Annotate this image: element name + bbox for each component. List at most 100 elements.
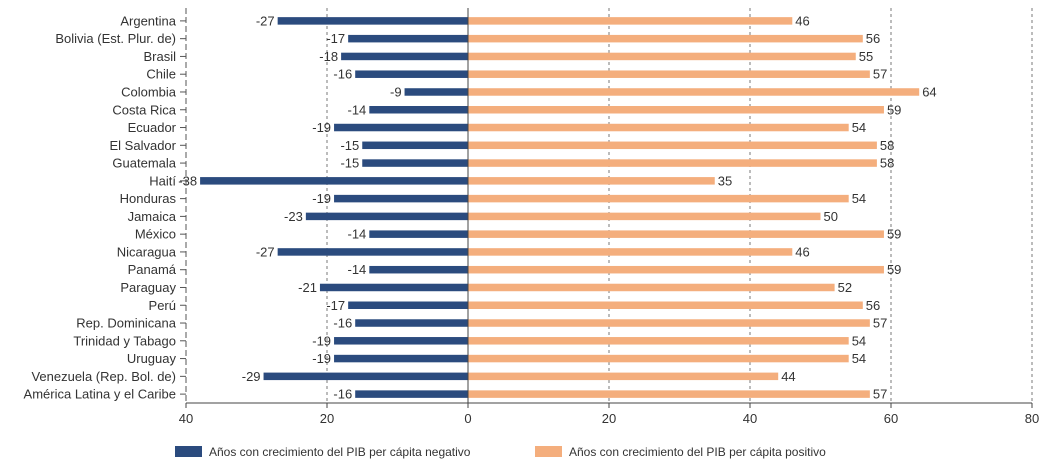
category-label-2: Brasil: [143, 49, 176, 64]
bar-positive-13: [468, 248, 793, 256]
bar-negative-5: [369, 106, 468, 114]
bar-positive-16: [468, 301, 863, 309]
x-tick-label-6: 80: [1025, 411, 1039, 426]
category-label-21: América Latina y el Caribe: [24, 387, 176, 402]
value-label-positive-0: 46: [795, 13, 809, 28]
bar-negative-10: [334, 194, 468, 203]
bar-negative-13: [277, 248, 468, 256]
x-tick-label-0: 40: [179, 411, 193, 426]
value-label-positive-12: 59: [887, 227, 901, 242]
bar-positive-0: [468, 17, 793, 25]
bar-positive-7: [468, 141, 877, 150]
value-label-negative-7: -15: [340, 138, 359, 153]
bar-positive-17: [468, 319, 870, 327]
bar-negative-2: [341, 52, 468, 61]
value-label-positive-1: 56: [866, 31, 880, 46]
x-axis: 40 20 0 20 40 60 80: [179, 402, 1039, 426]
value-label-negative-17: -16: [333, 316, 352, 331]
value-label-positive-15: 52: [838, 280, 852, 295]
x-tick-label-3: 20: [602, 411, 616, 426]
bar-positive-1: [468, 34, 863, 43]
category-label-17: Rep. Dominicana: [76, 316, 176, 331]
legend-label-1: Años con crecimiento del PIB per cápita …: [569, 445, 826, 459]
value-label-positive-5: 59: [887, 102, 901, 117]
value-label-positive-13: 46: [795, 244, 809, 259]
category-label-19: Uruguay: [127, 351, 177, 366]
bar-positive-14: [468, 265, 884, 274]
value-label-negative-20: -29: [242, 369, 261, 384]
value-label-negative-15: -21: [298, 280, 317, 295]
bar-negative-12: [369, 230, 468, 238]
category-label-20: Venezuela (Rep. Bol. de): [31, 369, 176, 384]
bar-positive-9: [468, 177, 715, 185]
value-label-negative-14: -14: [348, 262, 367, 277]
value-label-positive-17: 57: [873, 316, 887, 331]
category-label-1: Bolivia (Est. Plur. de): [55, 31, 176, 46]
bar-positive-4: [468, 88, 920, 96]
value-label-negative-4: -9: [390, 84, 402, 99]
category-label-4: Colombia: [121, 84, 177, 99]
value-labels: -27 46 -17 56 -18 55 -16 57 -9 64 -14 59 -19 54 -15 58 -…: [178, 13, 936, 401]
bars: [200, 17, 920, 398]
category-label-12: México: [135, 227, 176, 242]
bar-negative-3: [355, 70, 468, 78]
bar-positive-5: [468, 106, 884, 114]
legend: Años con crecimiento del PIB per cápita …: [175, 445, 826, 459]
value-label-positive-7: 58: [880, 138, 894, 153]
bar-negative-9: [200, 177, 468, 185]
bar-negative-0: [277, 17, 468, 25]
value-label-negative-21: -16: [333, 387, 352, 402]
bar-positive-15: [468, 283, 835, 292]
legend-swatch-1: [535, 446, 562, 457]
bar-positive-21: [468, 390, 870, 398]
value-label-positive-11: 50: [824, 209, 838, 224]
value-label-positive-2: 55: [859, 49, 873, 64]
bar-positive-2: [468, 52, 856, 61]
value-label-negative-19: -19: [312, 351, 331, 366]
bar-negative-21: [355, 390, 468, 398]
bar-negative-18: [334, 337, 468, 345]
value-label-negative-3: -16: [333, 67, 352, 82]
bar-negative-4: [404, 88, 468, 96]
bar-negative-14: [369, 265, 468, 274]
bar-negative-8: [362, 159, 468, 167]
category-label-16: Perú: [149, 298, 176, 313]
bar-negative-20: [263, 372, 468, 381]
category-label-7: El Salvador: [110, 138, 177, 153]
value-label-positive-8: 58: [880, 156, 894, 171]
value-label-positive-16: 56: [866, 298, 880, 313]
value-label-positive-18: 54: [852, 333, 866, 348]
value-label-negative-18: -19: [312, 333, 331, 348]
value-label-negative-10: -19: [312, 191, 331, 206]
category-label-5: Costa Rica: [112, 102, 176, 117]
value-label-positive-6: 54: [852, 120, 866, 135]
bar-negative-16: [348, 301, 468, 309]
category-label-11: Jamaica: [128, 209, 177, 224]
x-tick-label-4: 40: [743, 411, 757, 426]
bar-positive-20: [468, 372, 779, 381]
bar-negative-15: [319, 283, 468, 292]
value-label-negative-5: -14: [348, 102, 367, 117]
bar-positive-18: [468, 337, 849, 345]
value-label-positive-4: 64: [922, 84, 936, 99]
category-label-6: Ecuador: [128, 120, 177, 135]
x-tick-label-5: 60: [884, 411, 898, 426]
category-label-15: Paraguay: [120, 280, 176, 295]
value-label-positive-9: 35: [718, 173, 732, 188]
value-label-negative-16: -17: [326, 298, 345, 313]
category-label-18: Trinidad y Tabago: [73, 333, 176, 348]
category-label-10: Honduras: [120, 191, 177, 206]
bar-positive-3: [468, 70, 870, 78]
legend-swatch-0: [175, 446, 202, 457]
value-label-negative-2: -18: [319, 49, 338, 64]
value-label-negative-9: -38: [178, 173, 197, 188]
value-label-negative-11: -23: [284, 209, 303, 224]
value-label-positive-3: 57: [873, 67, 887, 82]
bar-positive-19: [468, 354, 849, 363]
bar-negative-1: [348, 34, 468, 43]
value-label-negative-13: -27: [256, 244, 275, 259]
value-label-negative-6: -19: [312, 120, 331, 135]
bar-negative-11: [305, 212, 468, 221]
value-label-positive-19: 54: [852, 351, 866, 366]
